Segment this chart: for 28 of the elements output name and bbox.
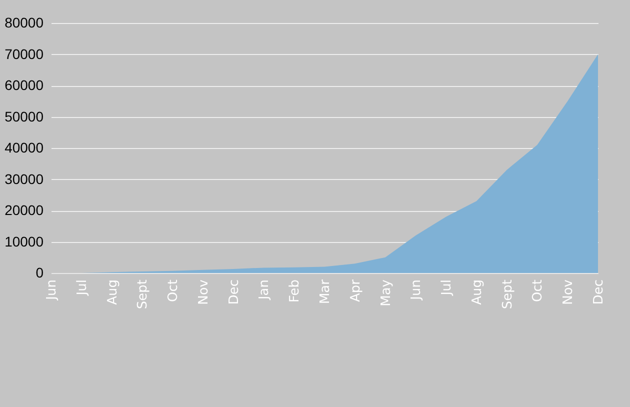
y-tick-label: 50000 xyxy=(4,108,44,124)
x-tick-label: Dec xyxy=(592,280,606,305)
y-tick-label: 20000 xyxy=(4,202,44,218)
y-tick-label: 40000 xyxy=(4,140,44,156)
x-tick-label: Aug xyxy=(105,280,120,305)
x-tick-label: Apr xyxy=(348,278,364,302)
x-tick-label: Jun xyxy=(409,280,424,301)
y-tick-label: 60000 xyxy=(4,77,44,93)
x-tick-label: Sept xyxy=(136,280,151,310)
x-tick-label: Feb xyxy=(288,280,303,303)
y-tick-label: 30000 xyxy=(4,170,44,187)
y-tick-label: 70000 xyxy=(4,46,44,62)
x-tick-label: Sept xyxy=(500,280,516,310)
x-tick-label: Jan xyxy=(257,280,272,301)
y-tick-label: 10000 xyxy=(4,233,44,250)
x-tick-label: Nov xyxy=(196,279,212,305)
x-tick-label: May xyxy=(378,279,394,306)
x-tick-label: Oct xyxy=(530,280,546,302)
x-tick-label: Jul xyxy=(440,280,455,296)
x-tick-label: Mar xyxy=(318,278,333,304)
y-tick-label: 80000 xyxy=(4,14,44,30)
x-tick-label: Oct xyxy=(166,280,182,302)
x-tick-label: Jun xyxy=(44,280,60,301)
y-tick-label: 0 xyxy=(36,264,44,280)
x-tick-label: Dec xyxy=(226,280,242,305)
x-tick-label: Nov xyxy=(561,279,576,305)
x-tick-label: Aug xyxy=(470,280,485,305)
x-tick-label: Jul xyxy=(74,280,90,296)
